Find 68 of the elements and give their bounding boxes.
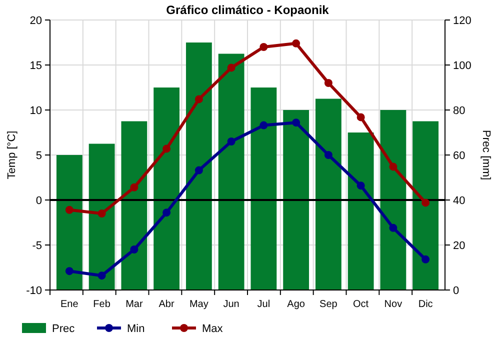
y2-tick-label: 80: [453, 105, 466, 117]
x-tick-label: Abr: [158, 299, 176, 310]
y2-axis-title: Prec [mm]: [480, 130, 492, 180]
x-tick-label: Mar: [126, 299, 144, 310]
point: [194, 166, 203, 174]
bar: [283, 110, 310, 290]
x-tick-label: Ago: [287, 299, 306, 310]
y2-tick-label: 40: [453, 195, 466, 207]
bar: [315, 98, 342, 290]
x-tick-label: Dic: [418, 299, 433, 310]
y-tick-label: 20: [30, 15, 42, 27]
point: [389, 162, 398, 171]
bar: [154, 88, 180, 290]
legend-label: Prec: [52, 323, 76, 335]
x-tick-label: Nov: [384, 299, 402, 310]
point: [260, 121, 268, 130]
y2-tick-label: 120: [453, 15, 472, 27]
y-tick-label: 5: [36, 150, 42, 162]
x-tick-label: May: [189, 299, 208, 310]
bar: [56, 155, 82, 290]
point: [227, 138, 236, 146]
y2-tick-label: 0: [453, 285, 460, 297]
point: [324, 79, 332, 87]
bar: [250, 88, 277, 290]
x-tick-label: Sep: [320, 299, 338, 310]
y-tick-label: 15: [30, 60, 42, 72]
bar: [412, 121, 439, 290]
point: [65, 267, 74, 276]
y-tick-label: -5: [32, 240, 42, 252]
y2-tick-label: 60: [453, 150, 466, 162]
x-tick-label: Ene: [60, 299, 79, 310]
bar: [218, 54, 244, 290]
bar: [88, 144, 115, 290]
bar: [186, 42, 212, 290]
point: [260, 43, 268, 51]
x-tick-label: Jun: [223, 299, 240, 310]
point: [292, 39, 300, 48]
point: [356, 182, 365, 190]
point: [292, 118, 300, 127]
point: [324, 151, 332, 159]
point: [422, 198, 430, 207]
legend-label: Min: [127, 323, 145, 335]
point: [65, 206, 74, 214]
bar: [348, 132, 374, 290]
chart-title: Gráfico climático - Kopaonik: [166, 3, 330, 17]
point: [422, 255, 430, 264]
point: [130, 246, 138, 254]
y2-tick-label: 100: [453, 60, 472, 72]
point: [130, 183, 138, 192]
x-tick-label: Feb: [93, 299, 111, 310]
point: [98, 210, 106, 218]
y-tick-label: -10: [26, 285, 42, 297]
bar: [380, 110, 406, 290]
y2-tick-label: 20: [453, 240, 466, 252]
point: [356, 113, 365, 122]
point: [162, 208, 171, 217]
x-tick-label: Oct: [353, 299, 369, 310]
point: [227, 64, 236, 72]
point: [98, 272, 106, 280]
y-tick-label: 0: [36, 195, 42, 207]
point: [162, 144, 171, 153]
bar: [121, 121, 148, 290]
legend-label: Max: [202, 323, 224, 335]
y-axis-title: Temp [°C]: [6, 130, 18, 180]
x-tick-label: Jul: [257, 299, 270, 310]
point: [389, 224, 398, 232]
y-tick-label: 10: [30, 105, 42, 117]
point: [194, 95, 203, 104]
